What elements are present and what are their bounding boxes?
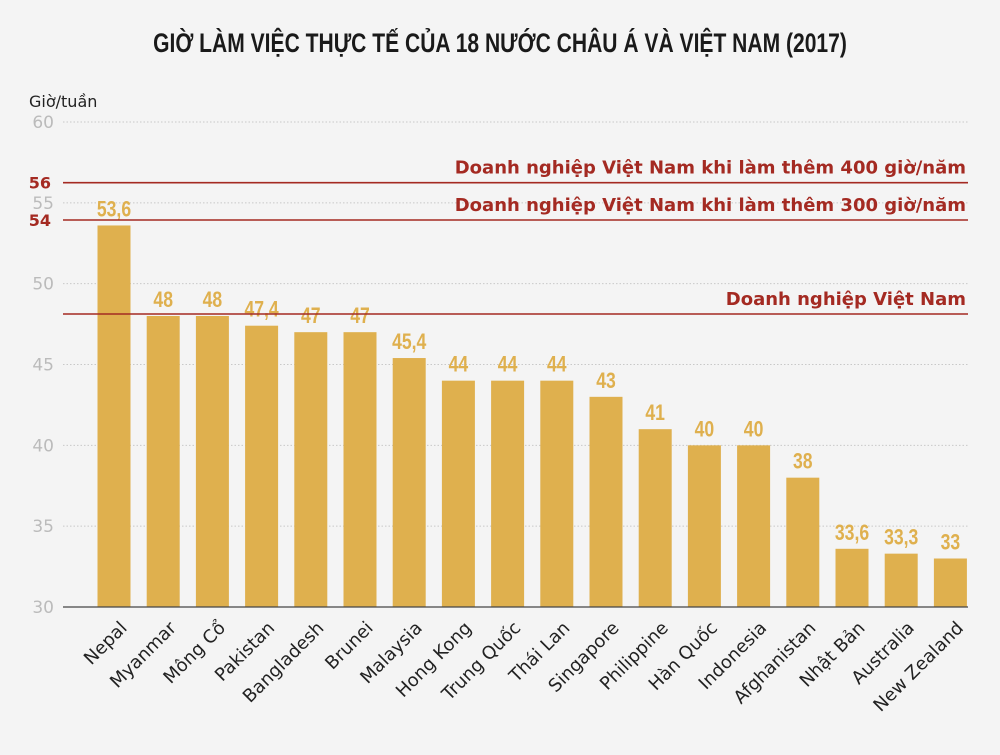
reference-line-label: Doanh nghiệp Việt Nam khi làm thêm 300 g… xyxy=(455,195,966,216)
y-tick-label: 60 xyxy=(32,113,54,133)
bar xyxy=(884,553,918,607)
reference-tick-label: 54 xyxy=(29,211,51,230)
data-label: 44 xyxy=(449,353,469,377)
bar xyxy=(245,325,279,607)
data-label: 38 xyxy=(793,450,813,474)
bar xyxy=(441,380,475,607)
data-label: 53,6 xyxy=(97,198,131,222)
bar xyxy=(589,396,623,607)
data-label: 33,6 xyxy=(835,521,869,545)
data-label: 44 xyxy=(547,353,567,377)
bar xyxy=(195,316,229,607)
chart-title: GIỜ LÀM VIỆC THỰC TẾ CỦA 18 NƯỚC CHÂU Á … xyxy=(153,28,847,58)
data-label: 33 xyxy=(941,531,961,555)
bar xyxy=(343,332,377,607)
data-label: 45,4 xyxy=(392,330,426,354)
reference-line-label: Doanh nghiệp Việt Nam khi làm thêm 400 g… xyxy=(455,158,966,179)
y-tick-label: 35 xyxy=(32,517,54,537)
bar xyxy=(294,332,328,607)
data-label: 44 xyxy=(498,353,518,377)
data-label: 48 xyxy=(203,288,223,312)
bar xyxy=(638,429,672,607)
y-axis-label: Giờ/tuần xyxy=(29,92,98,111)
reference-line-label: Doanh nghiệp Việt Nam xyxy=(726,289,966,310)
data-label: 40 xyxy=(695,418,715,442)
data-label: 33,3 xyxy=(884,526,918,550)
y-tick-label: 40 xyxy=(32,436,54,456)
bar xyxy=(786,477,820,607)
data-label: 48 xyxy=(153,288,173,312)
data-label: 47 xyxy=(301,304,321,328)
bar xyxy=(491,380,525,607)
data-label: 43 xyxy=(596,369,616,393)
y-tick-label: 50 xyxy=(32,275,54,295)
bar xyxy=(835,548,869,607)
bar xyxy=(392,358,426,607)
reference-tick-label: 56 xyxy=(29,174,51,193)
data-label: 41 xyxy=(645,401,665,425)
y-tick-label: 45 xyxy=(32,356,54,376)
bar xyxy=(97,225,131,607)
y-tick-label: 30 xyxy=(32,598,54,618)
bar xyxy=(540,380,574,607)
bar xyxy=(687,445,721,607)
bar xyxy=(933,558,967,607)
bar xyxy=(146,316,180,607)
data-label: 40 xyxy=(744,418,764,442)
data-label: 47 xyxy=(350,304,370,328)
y-tick-label: 55 xyxy=(32,194,54,214)
data-label: 47,4 xyxy=(244,298,278,322)
bar xyxy=(737,445,771,607)
